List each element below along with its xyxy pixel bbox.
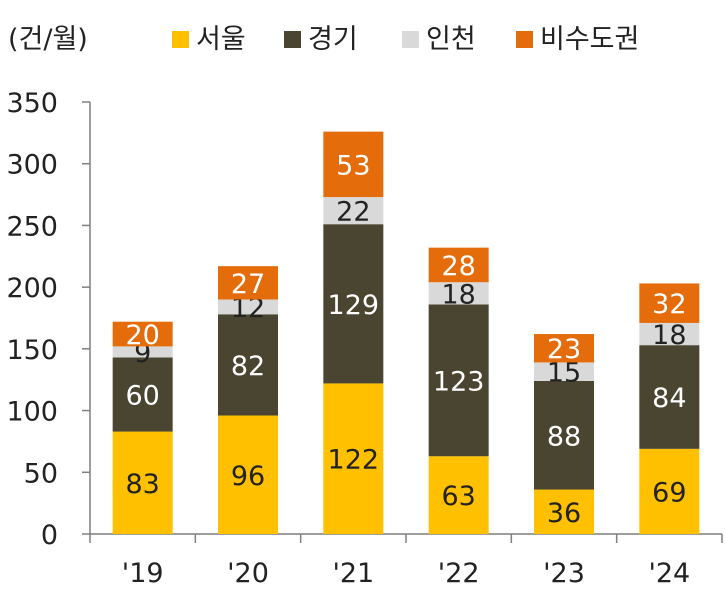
y-tick-label: 300 bbox=[6, 150, 58, 181]
x-axis: '19 '20 '21 '22 '23 '24 bbox=[89, 533, 723, 589]
bar-segment bbox=[534, 489, 594, 534]
data-label: 60 bbox=[125, 381, 159, 412]
y-tick-label: 250 bbox=[6, 211, 58, 242]
x-tick-label: '23 bbox=[543, 558, 585, 589]
bar-segment bbox=[639, 283, 700, 323]
data-label: 69 bbox=[652, 477, 686, 508]
data-label: 84 bbox=[652, 383, 686, 414]
data-label: 32 bbox=[652, 289, 686, 320]
y-tick-label: 0 bbox=[41, 520, 58, 551]
data-label: 88 bbox=[547, 421, 581, 452]
y-tick-label: 350 bbox=[6, 88, 58, 119]
legend-swatch bbox=[516, 31, 533, 48]
bar-segment bbox=[534, 334, 594, 363]
data-label: 129 bbox=[328, 290, 380, 321]
bar-segment bbox=[323, 383, 384, 534]
data-label: 96 bbox=[231, 461, 265, 492]
data-label: 20 bbox=[125, 320, 159, 351]
bar-segment bbox=[218, 415, 278, 534]
legend-label: 인천 bbox=[426, 24, 476, 55]
data-label: 27 bbox=[231, 269, 265, 300]
bars: 8360920968212271221292253631231828368815… bbox=[112, 131, 700, 534]
data-label: 83 bbox=[125, 469, 159, 500]
data-label: 82 bbox=[231, 351, 265, 382]
x-tick-label: '20 bbox=[227, 558, 269, 589]
legend-label: 서울 bbox=[196, 24, 246, 55]
data-label: 122 bbox=[328, 445, 380, 476]
y-tick-label: 150 bbox=[6, 335, 58, 366]
bar-segment bbox=[323, 131, 384, 198]
data-label: 123 bbox=[433, 366, 485, 397]
legend: 서울 경기 인천 비수도권 bbox=[172, 24, 639, 55]
bar-segment bbox=[428, 304, 489, 457]
y-tick-label: 200 bbox=[6, 273, 58, 304]
legend-swatch bbox=[284, 31, 301, 48]
bar-segment bbox=[428, 282, 489, 305]
data-label: 53 bbox=[336, 150, 370, 181]
bar-segment bbox=[534, 380, 594, 490]
legend-label: 비수도권 bbox=[540, 24, 639, 55]
bar-segment bbox=[534, 362, 594, 381]
bar-segment bbox=[112, 321, 173, 347]
y-tick-label: 50 bbox=[24, 458, 58, 489]
bar-segment bbox=[323, 224, 384, 384]
x-tick-label: '22 bbox=[438, 558, 480, 589]
bar-segment bbox=[218, 314, 278, 416]
y-axis: 0 50 100 150 200 250 300 350 bbox=[6, 88, 91, 551]
bar-segment bbox=[639, 448, 700, 534]
data-label: 18 bbox=[441, 279, 475, 310]
bar-segment bbox=[428, 247, 489, 283]
bar-segment bbox=[428, 456, 489, 534]
bar-segment bbox=[639, 322, 700, 346]
bar-segment bbox=[639, 345, 700, 449]
data-label: 23 bbox=[547, 334, 581, 365]
y-tick-label: 100 bbox=[6, 397, 58, 428]
data-label: 18 bbox=[652, 320, 686, 351]
bar-segment bbox=[218, 266, 278, 300]
bar-segment bbox=[218, 299, 278, 315]
bar-segment bbox=[112, 431, 173, 534]
bar-segment bbox=[112, 357, 173, 432]
x-tick-label: '21 bbox=[332, 558, 374, 589]
y-axis-unit-label: (건/월) bbox=[8, 24, 88, 55]
bar-segment bbox=[112, 346, 173, 358]
data-label: 22 bbox=[336, 197, 370, 228]
data-label: 28 bbox=[441, 251, 475, 282]
x-tick-label: '19 bbox=[122, 558, 164, 589]
data-label: 63 bbox=[441, 481, 475, 512]
legend-label: 경기 bbox=[308, 24, 358, 55]
x-tick-label: '24 bbox=[648, 558, 690, 589]
data-label: 36 bbox=[547, 498, 581, 529]
legend-swatch bbox=[172, 31, 189, 48]
data-label: 15 bbox=[547, 358, 581, 389]
bar-segment bbox=[323, 197, 384, 225]
legend-swatch bbox=[402, 31, 419, 48]
